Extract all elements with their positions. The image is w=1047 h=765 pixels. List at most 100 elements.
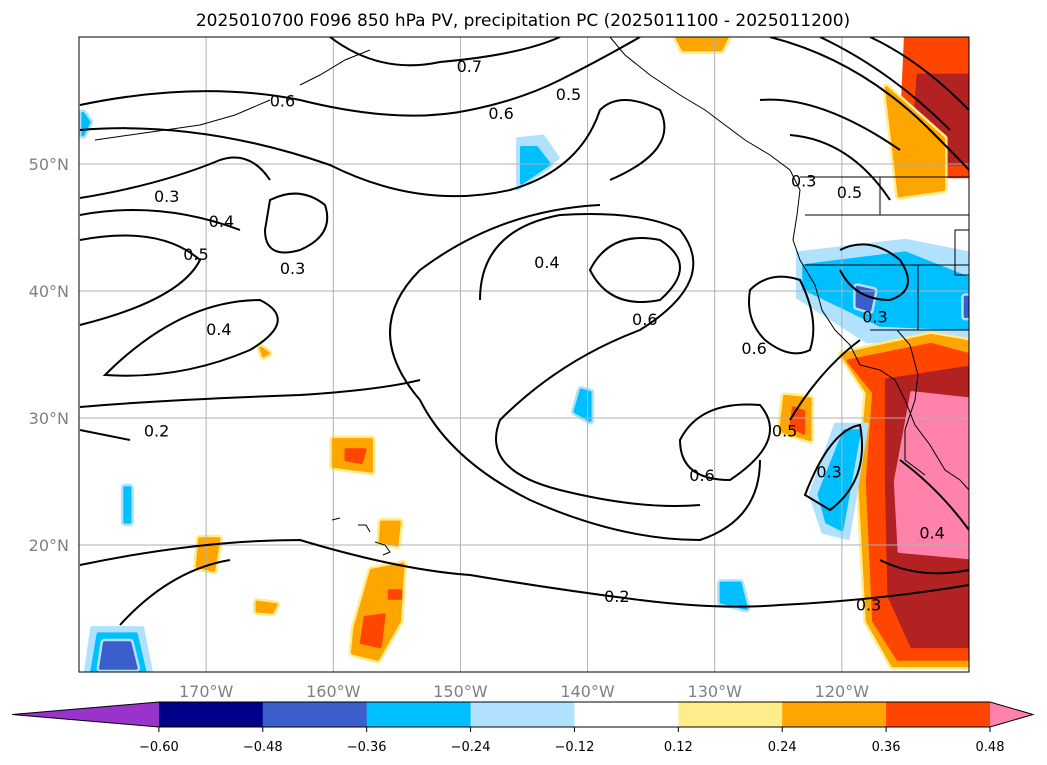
precip-region-20 [123,486,132,524]
pv-contour-0.6-south [678,403,771,482]
pv-contour-0.3-west-us [839,243,909,302]
latitude-tick-labels: 20°N 30°N 40°N 50°N [29,155,69,555]
contour-label: 0.3 [816,462,841,481]
colorbar-segment [158,702,264,727]
colorbar-extend-high [990,702,1033,727]
precip-region-23 [99,641,138,670]
pv-contour-ne-bundle [759,37,969,201]
x-tick-label: 170°W [179,682,234,701]
coastline-alaska-islands [94,49,371,141]
contour-label: 0.6 [270,92,295,111]
precip-region-32 [675,37,729,52]
colorbar-segment [678,702,783,727]
precip-region-28 [255,600,278,614]
pv-contour-0.7 [329,37,561,67]
colorbar-segment [782,702,887,727]
contour-label: 0.5 [837,183,862,202]
map-frame [78,36,970,673]
x-tick-label: 130°W [688,682,743,701]
precip-region-2 [884,86,946,198]
pv-contour-0.3-closed [263,192,329,254]
contour-label: 0.3 [154,187,179,206]
colorbar-segment [366,702,472,727]
precip-region-33 [259,346,270,358]
y-tick-label: 30°N [29,409,69,428]
pv-contour-0.5-west [79,234,202,326]
colorbar-segment [886,702,991,727]
pv-contour-0.6-north [79,37,641,117]
colorbar-tick-label: −0.48 [243,740,283,755]
pv-contour-0.2-south [79,538,781,608]
colorbar-tick-label: 0.12 [664,740,693,755]
precip-region-18 [719,581,748,610]
contour-label: 0.4 [206,320,231,339]
contour-label: 0.6 [632,310,657,329]
state-borders [805,177,969,330]
pv-contour-0.3-south [803,423,863,512]
precip-region-14 [817,429,862,532]
colorbar: −0.60 −0.48 −0.36 −0.24 −0.12 0.12 0.24 0.36 0.4… [11,701,1035,755]
contour-label-layer: 0.70.60.50.60.30.40.50.30.40.20.40.60.60… [144,57,945,614]
pv-contour-0.3-west [79,156,271,199]
contour-label: 0.4 [534,253,559,272]
colorbar-segment [470,702,575,727]
precip-region-6 [963,295,969,318]
coastline-baja [896,329,926,476]
precip-region-26 [195,537,221,572]
coastline-north-america [609,37,969,491]
pv-contour-lines [79,37,969,626]
colorbar-tick-label: −0.36 [347,740,387,755]
contour-label: 0.6 [488,104,513,123]
contour-label: 0.5 [183,245,208,264]
y-tick-label: 50°N [29,155,69,174]
colorbar-segment [262,702,368,727]
hawaii-islands [331,517,391,556]
colorbar-tick-label: 0.48 [976,740,1005,755]
pv-contour-0.6-east [748,275,815,355]
coastline-layer [94,37,969,556]
precip-region-30 [359,613,386,649]
colorbar-extend-low [12,702,159,727]
contour-label: 0.4 [919,523,944,542]
map-plot-area: 0.70.60.50.60.30.40.50.30.40.20.40.60.60… [78,36,970,673]
y-tick-label: 20°N [29,536,69,555]
longitude-tick-labels: 170°W 160°W 150°W 140°W 130°W 120°W [179,682,869,701]
x-tick-label: 150°W [433,682,488,701]
pv-contour-0.6-closed [588,237,681,303]
colorbar-segment [574,702,679,727]
colorbar-tick-label: 0.36 [872,740,901,755]
colorbar-tick-label: 0.24 [768,740,797,755]
pv-contour-0.4-mexico [879,459,969,575]
y-tick-label: 40°N [29,282,69,301]
lat-lon-gridlines [79,37,969,672]
contour-label: 0.5 [772,422,797,441]
contour-label: 0.3 [791,172,816,191]
chart-title: 2025010700 F096 850 hPa PV, precipitatio… [196,11,850,31]
precip-region-25 [344,448,367,464]
contour-label: 0.7 [457,57,482,76]
colorbar-tick-label: −0.12 [555,740,595,755]
contour-label: 0.2 [144,422,169,441]
pv-contour-0.4-central [389,204,761,542]
precip-region-10 [893,391,969,560]
precip-region-27 [378,520,401,547]
map-background [79,37,969,672]
contour-label: 0.6 [689,466,714,485]
contour-label: 0.5 [556,85,581,104]
contour-label: 0.2 [604,587,629,606]
pv-contour-0.2-west [79,379,421,441]
colorbar-tick-label: −0.24 [451,740,491,755]
pv-contour-0.4-west [79,209,241,231]
colorbar-tick-label: −0.60 [139,740,179,755]
x-tick-label: 120°W [815,682,870,701]
pv-contour-0.5-north [79,99,666,198]
contour-label: 0.3 [280,259,305,278]
contour-label: 0.3 [862,307,887,326]
pv-contour-0.4-closed [102,298,279,377]
x-tick-label: 160°W [306,682,361,701]
precip-region-31 [387,589,403,600]
pv-contour-0.5-coast [789,339,861,421]
x-tick-label: 140°W [560,682,615,701]
contour-label: 0.4 [209,212,234,231]
